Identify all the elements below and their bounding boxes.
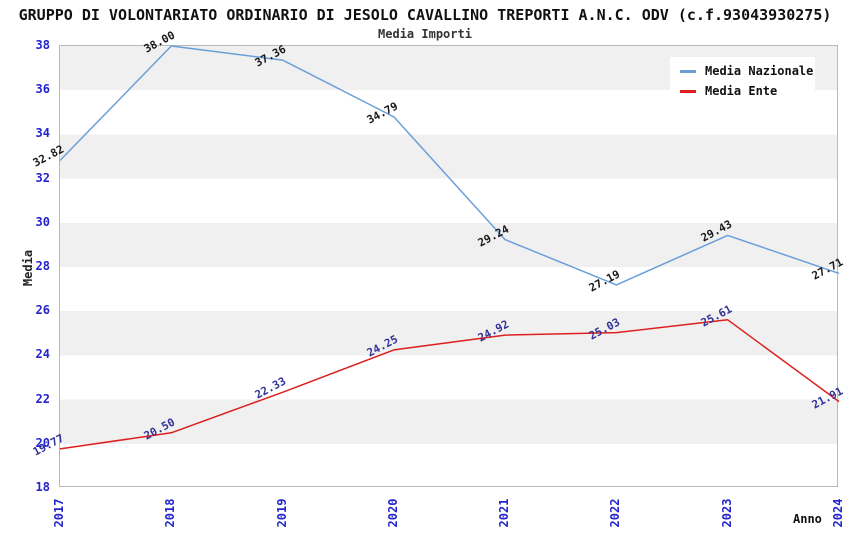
- plot-area: [59, 45, 840, 487]
- media-ente-line: [59, 319, 840, 450]
- x-tick-label: 2020: [385, 498, 400, 528]
- media-nazionale-line-swatch-icon: [680, 69, 696, 73]
- y-tick-label: 30: [35, 214, 50, 229]
- x-tick-label: 2022: [608, 498, 623, 528]
- x-tick-label: 2024: [831, 498, 845, 528]
- x-tick-label: 2017: [52, 498, 66, 528]
- y-tick-label: 32: [35, 170, 50, 185]
- y-tick-label: 24: [35, 347, 50, 362]
- line-series-canvas: [59, 45, 840, 450]
- legend-item-media-nazionale: Media Nazionale: [680, 64, 813, 78]
- y-tick-label: 26: [35, 303, 50, 318]
- chart-subtitle: Media Importi: [378, 27, 472, 41]
- x-tick-label: 2023: [719, 498, 734, 528]
- legend-item-media-ente: Media Ente: [680, 84, 805, 98]
- y-tick-label: 38: [35, 38, 50, 52]
- legend: Media Nazionale Media Ente: [670, 57, 815, 105]
- y-tick-label: 20: [35, 435, 50, 450]
- y-tick-label: 22: [35, 391, 50, 406]
- media-ente-line-swatch-icon: [680, 89, 696, 93]
- y-tick-label: 28: [35, 259, 50, 273]
- legend-label-media-nazionale: Media Nazionale: [705, 64, 814, 78]
- x-tick-label: 2018: [163, 498, 178, 528]
- chart-title: GRUPPO DI VOLONTARIATO ORDINARIO DI JESO…: [18, 6, 832, 24]
- x-axis-title: Anno: [793, 512, 822, 526]
- media-nazionale-line: [59, 45, 840, 286]
- y-tick-label: 36: [35, 82, 50, 97]
- y-tick-label: 34: [35, 126, 50, 141]
- x-tick-label: 2019: [274, 498, 289, 528]
- x-tick-label: 2021: [497, 498, 512, 528]
- y-tick-label: 18: [35, 480, 50, 494]
- legend-label-media-ente: Media Ente: [705, 84, 778, 98]
